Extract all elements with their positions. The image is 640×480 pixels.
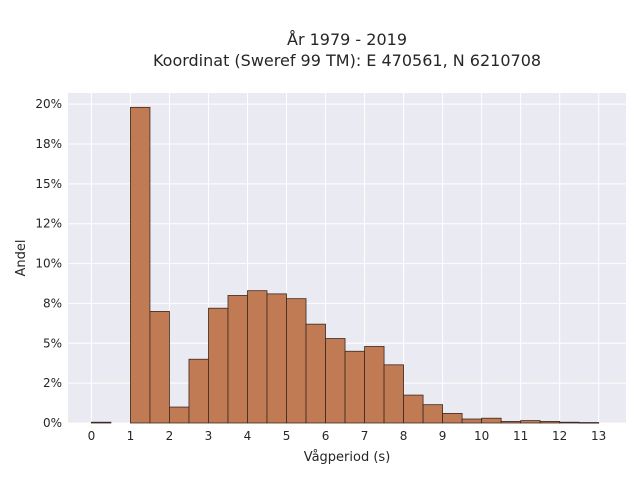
histogram-bar	[520, 420, 541, 424]
histogram-bar	[286, 298, 307, 424]
histogram-bar	[539, 421, 561, 424]
x-axis-ticks: 0 1 2 3 4 5 6 7 8 9 10 11 12 13	[88, 429, 607, 443]
x-tick-label: 10	[474, 429, 489, 443]
y-axis-label: Andel	[14, 240, 29, 277]
x-tick-label: 7	[361, 429, 369, 443]
x-tick-label: 11	[513, 429, 528, 443]
histogram-bar	[500, 421, 522, 424]
y-tick-label: 12%	[35, 217, 62, 231]
y-tick-label: 18%	[35, 137, 62, 151]
histogram-bar	[305, 323, 326, 424]
x-tick-label: 13	[591, 429, 606, 443]
x-tick-label: 8	[400, 429, 408, 443]
histogram-bar	[461, 418, 483, 424]
y-tick-label: 0%	[43, 416, 62, 430]
histogram-bar	[130, 106, 151, 424]
histogram-bar	[422, 404, 444, 424]
histogram-bar	[364, 346, 385, 424]
histogram-bar	[442, 413, 463, 424]
y-tick-label: 15%	[35, 177, 62, 191]
y-tick-label: 5%	[43, 336, 62, 350]
histogram-bar	[559, 421, 580, 424]
y-tick-label: 2%	[43, 376, 62, 390]
x-axis-label: Vågperiod (s)	[304, 450, 391, 465]
x-tick-label: 9	[439, 429, 447, 443]
y-tick-label: 20%	[35, 97, 62, 111]
histogram-bar	[578, 422, 600, 424]
chart-title-line2: Koordinat (Sweref 99 TM): E 470561, N 62…	[153, 51, 541, 70]
x-tick-label: 2	[166, 429, 174, 443]
x-tick-label: 3	[205, 429, 213, 443]
histogram-bar	[91, 421, 112, 424]
histogram-bar	[169, 406, 190, 424]
histogram-bar	[481, 417, 502, 424]
y-axis-ticks: 0% 2% 5% 8% 10% 12% 15% 18% 20%	[35, 97, 62, 430]
x-tick-label: 0	[88, 429, 96, 443]
histogram-bar	[208, 307, 229, 424]
histogram-bar	[383, 364, 404, 424]
x-tick-label: 4	[244, 429, 252, 443]
histogram-bar	[325, 338, 346, 424]
histogram-bar	[149, 311, 170, 424]
chart-title-line1: År 1979 - 2019	[287, 30, 407, 49]
histogram-bar	[266, 293, 287, 424]
histogram-bar	[403, 394, 424, 424]
y-tick-label: 8%	[43, 296, 62, 310]
bars	[91, 106, 600, 424]
x-tick-label: 1	[127, 429, 135, 443]
histogram-bar	[227, 295, 248, 424]
histogram-bar	[188, 358, 209, 424]
histogram-bar	[247, 290, 268, 424]
x-tick-label: 6	[322, 429, 330, 443]
x-tick-label: 12	[552, 429, 567, 443]
y-tick-label: 10%	[35, 257, 62, 271]
x-tick-label: 5	[283, 429, 291, 443]
histogram-bar	[344, 350, 365, 424]
